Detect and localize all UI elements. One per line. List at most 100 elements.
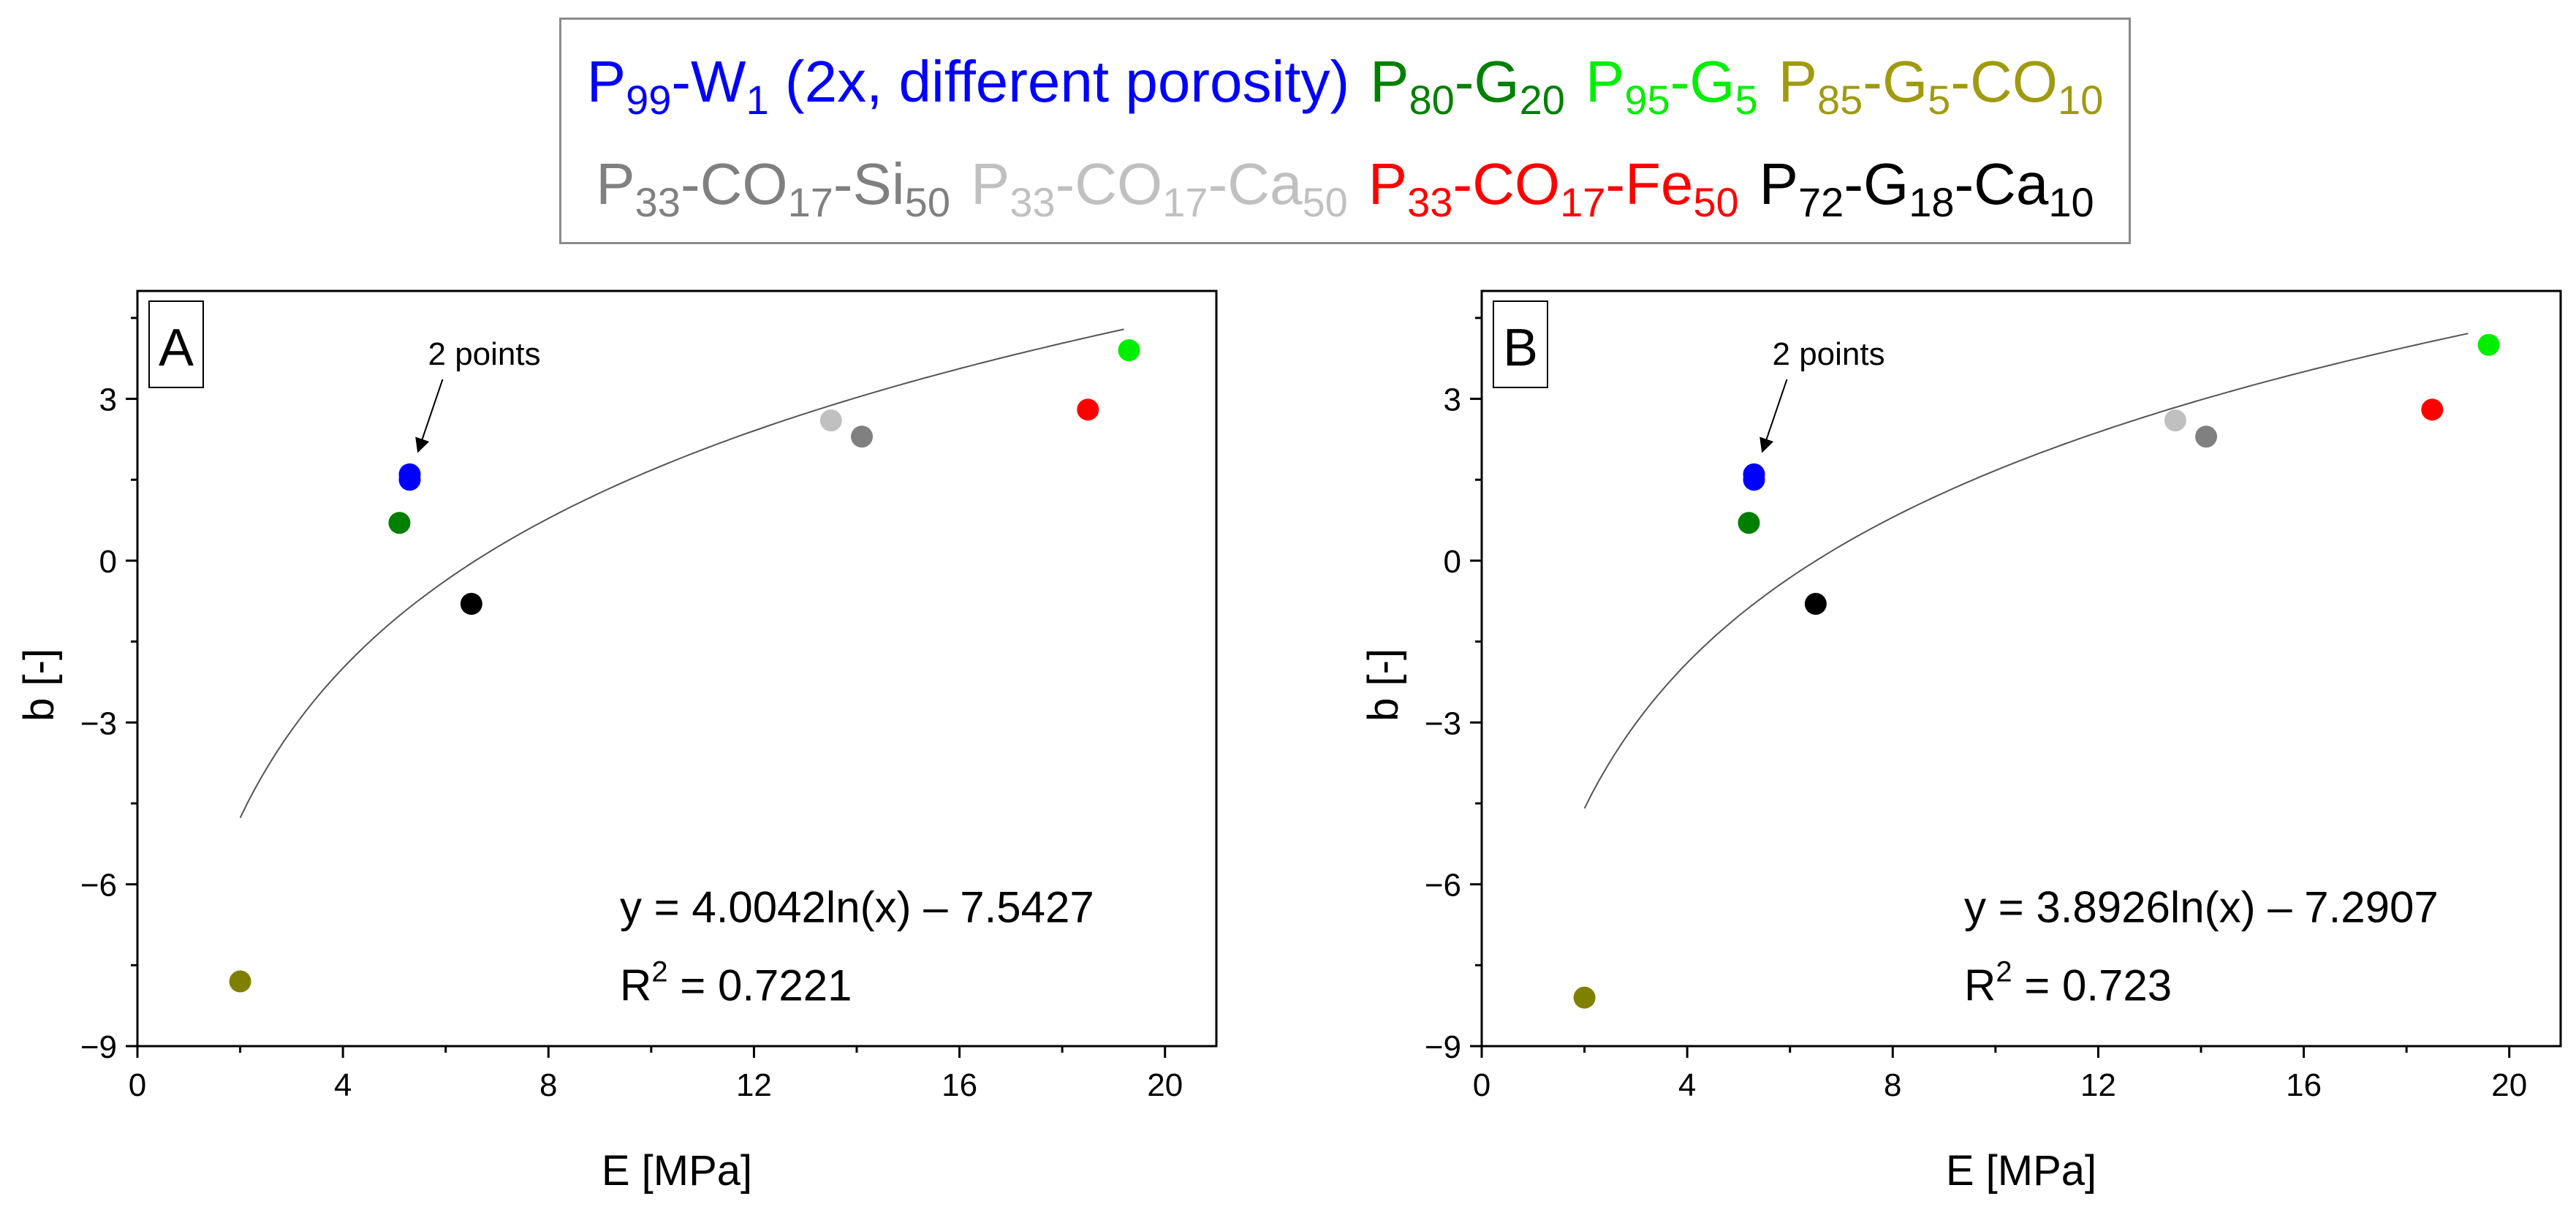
legend-item-text: -Ca [1208,151,1303,216]
legend-item-text: -Si [833,151,905,216]
x-tick-label: 16 [942,1067,977,1103]
chart-panel-a: 0 4 8 12 16 20 3 0 −3 −6 −9 E [MPa] b [-] A 2 points y … [15,289,1218,1195]
legend-item-text: -CO [1055,151,1163,216]
y-tick-label: 0 [99,544,117,580]
annotation-text: 2 points [428,336,541,372]
y-tick-label: 3 [1444,382,1461,418]
legend-subscript: 50 [1302,179,1348,225]
legend-item-text: -G [1454,49,1520,114]
r-squared-exponent: 2 [651,955,667,988]
panel-letter: A [159,319,194,377]
legend-box: P99-W1 (2x, different porosity) P80-G20 P9… [559,18,2131,244]
data-point [229,970,251,993]
data-point [1573,986,1596,1009]
legend-subscript: 1 [746,77,769,123]
x-tick-label: 20 [1147,1067,1183,1103]
x-tick-label: 12 [736,1067,772,1103]
annotation-arrow [415,379,444,453]
data-point [851,425,874,448]
fit-equation: y = 3.8926ln(x) – 7.2907 [1964,882,2439,931]
legend-item-text: -G [1844,151,1909,216]
y-tick-label: −6 [80,868,117,904]
legend-subscript: 10 [2057,77,2104,123]
legend-item-text: P [596,151,635,216]
legend-subscript: 50 [1693,179,1739,225]
legend-subscript: 5 [1735,77,1758,123]
r-squared: R2 = 0.723 [1964,955,2172,1010]
y-tick-label: −9 [80,1029,117,1065]
legend-item-text: -W [671,49,746,114]
legend-item-text: -CO [1950,49,2058,114]
x-tick-label: 0 [1473,1067,1490,1103]
y-tick-label: −3 [1425,705,1461,741]
x-axis-label: E [MPa] [602,1147,752,1195]
x-tick-label: 8 [1884,1067,1901,1103]
legend-subscript: 33 [1009,179,1056,225]
r-squared-value: = 0.7221 [668,961,852,1010]
legend-subscript: 72 [1798,179,1844,225]
legend-item-row1-0: P99-W1 (2x, different porosity) [586,49,1350,123]
data-point [1804,592,1827,615]
chart-panel-b: 0 4 8 12 16 20 3 0 −3 −6 −9 E [MPa] b [-] B 2 points y … [1360,289,2562,1195]
legend-item-text: P [1368,151,1408,216]
r-squared: R2 = 0.7221 [620,955,852,1010]
legend-item-text: -CO [680,151,788,216]
legend-item-row2-1: P33-CO17-Ca50 [971,151,1348,225]
y-tick-label: 3 [99,382,117,418]
legend-subscript: 5 [1928,77,1951,123]
annotation-text: 2 points [1773,336,1885,372]
data-point [2421,398,2444,421]
x-tick-label: 4 [1678,1067,1696,1103]
plot-frame [136,289,1218,1048]
legend-item-row1-2: P95-G5 [1585,49,1758,123]
y-axis-label: b [-] [1360,648,1407,722]
legend-subscript: 17 [1560,179,1606,225]
x-tick-label: 20 [2491,1067,2527,1103]
legend-subscript: 33 [1407,179,1453,225]
legend-subscript: 99 [626,77,672,123]
legend-item-text: P [1585,49,1625,114]
y-tick-label: −9 [1425,1029,1461,1065]
x-tick-label: 4 [334,1067,352,1103]
legend-item-text: (2x, different porosity) [768,49,1350,114]
legend-subscript: 50 [904,179,950,225]
legend-item-text: -G [1863,49,1928,114]
annotation-arrow [1759,379,1788,453]
legend-row-1: P99-W1 (2x, different porosity) P80-G20 P9… [561,49,2129,133]
x-tick-label: 0 [129,1067,146,1103]
legend-item-text: -CO [1452,151,1561,216]
data-point [2195,425,2218,448]
legend-subscript: 17 [1162,179,1208,225]
panel-letter-box [1493,300,1548,388]
r-squared-value: = 0.723 [2012,961,2172,1010]
x-tick-label: 12 [2080,1067,2116,1103]
legend-subscript: 80 [1409,77,1455,123]
legend-item-text: P [1370,49,1409,114]
fit-equation: y = 4.0042ln(x) – 7.5427 [620,882,1094,931]
data-point [2477,333,2500,356]
legend-item-row2-2: P33-CO17-Fe50 [1368,151,1739,225]
legend-subscript: 95 [1624,77,1670,123]
legend-item-row2-3: P72-G18-Ca10 [1759,151,2094,225]
legend-subscript: 17 [787,179,833,225]
x-tick-label: 8 [539,1067,557,1103]
panel-letter-box [148,300,204,388]
x-axis-label: E [MPa] [1946,1147,2096,1195]
legend-subscript: 10 [2048,179,2094,225]
legend-item-text: P [1778,49,1817,114]
data-point [398,469,421,491]
legend-item-text: P [586,49,626,114]
x-tick-label: 16 [2286,1067,2322,1103]
legend-item-text: P [1759,151,1799,216]
fit-curve [1583,333,2469,809]
legend-item-text: -Ca [1954,151,2049,216]
legend-subscript: 33 [634,179,681,225]
legend-item-row1-1: P80-G20 [1370,49,1565,123]
plot-frame [1480,289,2562,1048]
y-tick-label: 0 [1444,544,1461,580]
legend-subscript: 85 [1817,77,1863,123]
legend-item-row1-3: P85-G5-CO10 [1778,49,2104,123]
fit-curve [239,328,1124,819]
data-point [1118,339,1140,362]
legend-item-row2-0: P33-CO17-Si50 [596,151,950,225]
